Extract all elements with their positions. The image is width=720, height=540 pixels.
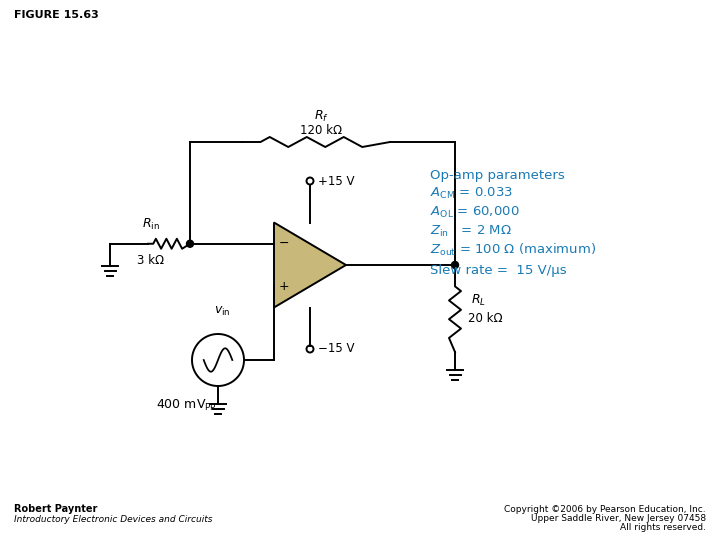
Polygon shape bbox=[274, 222, 346, 307]
Text: +: + bbox=[279, 280, 289, 293]
Text: $A_{\rm OL}$ = 60,000: $A_{\rm OL}$ = 60,000 bbox=[430, 205, 520, 220]
Text: −: − bbox=[279, 237, 289, 250]
Text: $A_{\rm CM}$ = 0.033: $A_{\rm CM}$ = 0.033 bbox=[430, 186, 513, 201]
Text: Robert Paynter: Robert Paynter bbox=[14, 504, 97, 514]
Text: 3 kΩ: 3 kΩ bbox=[138, 254, 165, 267]
Text: Op-amp parameters: Op-amp parameters bbox=[430, 169, 564, 182]
Text: 400 mV$_{\rm PP}$: 400 mV$_{\rm PP}$ bbox=[156, 398, 217, 413]
Text: $R_{\rm in}$: $R_{\rm in}$ bbox=[142, 217, 160, 232]
Text: $v_{\rm in}$: $v_{\rm in}$ bbox=[214, 305, 230, 318]
Text: +15 V: +15 V bbox=[318, 175, 354, 188]
Text: Introductory Electronic Devices and Circuits: Introductory Electronic Devices and Circ… bbox=[14, 515, 212, 524]
Text: 20 kΩ: 20 kΩ bbox=[468, 312, 503, 325]
Text: FIGURE 15.63: FIGURE 15.63 bbox=[14, 10, 99, 20]
Circle shape bbox=[451, 261, 459, 268]
Text: $R_L$: $R_L$ bbox=[471, 293, 486, 308]
Text: $R_f$: $R_f$ bbox=[314, 109, 328, 124]
Text: Upper Saddle River, New Jersey 07458: Upper Saddle River, New Jersey 07458 bbox=[531, 514, 706, 523]
Text: All rights reserved.: All rights reserved. bbox=[620, 523, 706, 532]
Text: Copyright ©2006 by Pearson Education, Inc.: Copyright ©2006 by Pearson Education, In… bbox=[505, 505, 706, 514]
Text: Slew rate =  15 V/μs: Slew rate = 15 V/μs bbox=[430, 264, 567, 277]
Circle shape bbox=[186, 240, 194, 247]
Text: $Z_{\rm in}$   = 2 MΩ: $Z_{\rm in}$ = 2 MΩ bbox=[430, 224, 512, 239]
Text: −15 V: −15 V bbox=[318, 342, 354, 355]
Text: $Z_{\rm out}$ = 100 Ω (maximum): $Z_{\rm out}$ = 100 Ω (maximum) bbox=[430, 242, 596, 258]
Text: 120 kΩ: 120 kΩ bbox=[300, 124, 342, 137]
